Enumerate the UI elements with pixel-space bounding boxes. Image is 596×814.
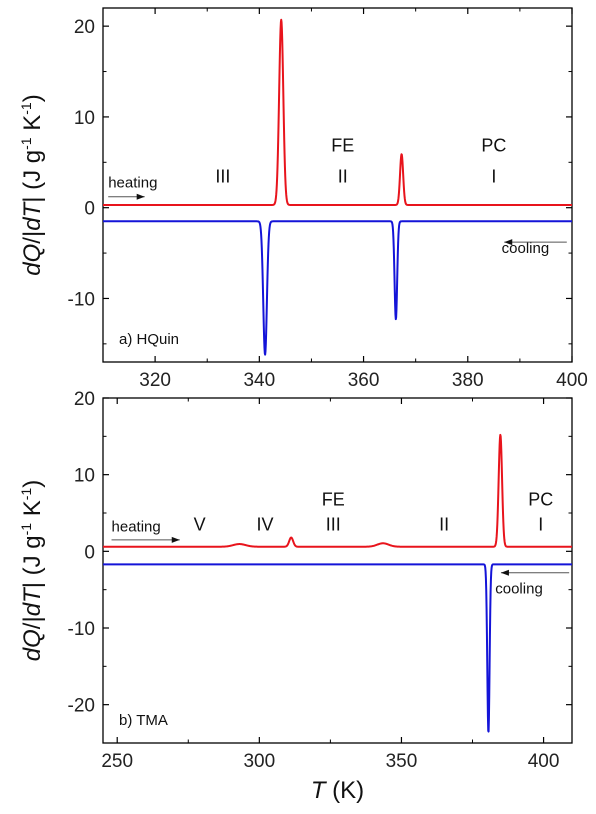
annotation-b: III: [326, 515, 341, 535]
y-axis-label-part: dQ: [19, 629, 46, 661]
annotation-b: heating: [112, 518, 161, 535]
annotation-b: I: [538, 515, 543, 535]
y-axis-label-part: |: [19, 231, 46, 237]
x-axis-label-part: T: [311, 777, 328, 804]
y-axis-label-part: -1: [18, 102, 34, 115]
arrow-head-a: [136, 193, 145, 200]
y-axis-label-part: /: [19, 237, 46, 244]
cooling-curve-a: [102, 220, 573, 356]
y-axis-label-part: | (J g: [19, 150, 46, 203]
panel-label-a: a) HQuin: [119, 331, 179, 348]
y-tick-label-b: 20: [74, 389, 95, 410]
x-tick-label-b: 300: [243, 751, 275, 772]
annotation-b: V: [194, 515, 206, 535]
annotation-a: cooling: [502, 240, 550, 257]
annotation-b: cooling: [495, 581, 543, 598]
annotation-b: PC: [528, 489, 553, 509]
x-tick-label-a: 380: [452, 370, 484, 391]
y-tick-label-b: 0: [84, 542, 95, 563]
y-axis-label-part: dT: [19, 586, 46, 616]
y-axis-label-part: /: [19, 622, 46, 629]
x-axis-label-b: T (K): [311, 777, 364, 804]
y-axis-label-part: K: [19, 115, 46, 138]
x-tick-label-a: 320: [139, 370, 171, 391]
annotation-a: II: [338, 166, 348, 186]
annotation-a: FE: [331, 135, 354, 155]
y-tick-label-a: 0: [84, 199, 95, 220]
annotation-b: II: [439, 515, 449, 535]
x-tick-label-b: 350: [386, 751, 418, 772]
y-axis-label-a: dQ/|dT| (J g-1 K-1): [18, 94, 46, 275]
x-tick-label-a: 340: [243, 370, 275, 391]
y-axis-label-part: dQ: [19, 244, 46, 276]
annotation-a: heating: [108, 175, 157, 192]
panel-label-b: b) TMA: [119, 712, 168, 729]
y-tick-label-b: -20: [68, 696, 95, 717]
y-axis-label-part: K: [19, 500, 46, 523]
arrow-head-b: [171, 536, 180, 543]
x-tick-label-a: 400: [556, 370, 588, 391]
annotation-b: FE: [322, 489, 345, 509]
y-axis-label-part: -1: [18, 137, 34, 150]
y-tick-label-b: -10: [68, 619, 95, 640]
arrow-head-a: [504, 239, 513, 246]
y-tick-label-a: 20: [74, 17, 95, 38]
y-axis-label-part: | (J g: [19, 535, 46, 588]
x-tick-label-a: 360: [348, 370, 380, 391]
y-axis-label-part: -1: [18, 523, 34, 536]
heating-curve-b: [102, 433, 573, 548]
annotation-a: I: [491, 166, 496, 186]
plot-frame-a: [102, 7, 573, 363]
cooling-curve-b: [102, 563, 573, 733]
y-axis-label-part: ): [19, 480, 46, 488]
annotation-b: IV: [257, 515, 274, 535]
x-axis-label-part: (K): [326, 777, 365, 804]
annotation-a: PC: [481, 135, 506, 155]
y-axis-label-part: |: [19, 616, 46, 622]
heating-curve-a: [102, 18, 573, 206]
y-axis-label-part: ): [19, 94, 46, 102]
y-tick-label-b: 10: [74, 466, 95, 487]
y-tick-label-a: -10: [68, 289, 95, 310]
y-tick-label-a: 10: [74, 108, 95, 129]
x-tick-label-b: 400: [528, 751, 560, 772]
y-axis-label-part: dT: [19, 200, 46, 230]
plot-frame-b: [102, 397, 573, 744]
arrow-head-b: [500, 569, 509, 576]
y-axis-label-b: dQ/|dT| (J g-1 K-1): [18, 480, 46, 661]
x-tick-label-b: 250: [101, 751, 133, 772]
annotation-a: III: [215, 166, 230, 186]
y-axis-label-part: -1: [18, 488, 34, 501]
